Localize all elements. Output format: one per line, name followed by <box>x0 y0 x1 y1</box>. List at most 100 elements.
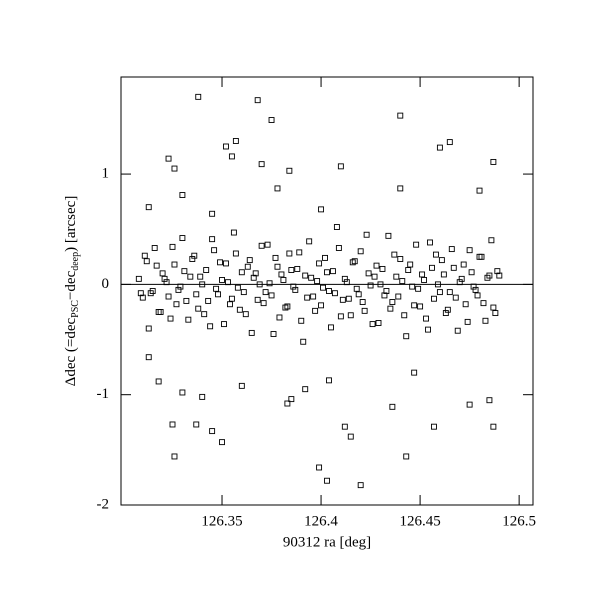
point <box>302 272 309 279</box>
point <box>361 307 368 314</box>
point <box>254 97 261 104</box>
point <box>329 268 336 275</box>
point <box>472 286 479 293</box>
point <box>389 299 396 305</box>
point <box>179 235 186 242</box>
point <box>195 305 202 312</box>
point <box>383 288 390 294</box>
point <box>163 279 170 286</box>
point <box>207 323 214 330</box>
point <box>268 117 275 123</box>
point <box>201 311 208 318</box>
point <box>165 155 172 162</box>
point <box>288 396 295 403</box>
point <box>357 248 364 255</box>
point <box>341 423 348 430</box>
point <box>349 259 356 266</box>
y-label-part: ) [arcsec] <box>63 196 79 252</box>
point <box>385 232 392 239</box>
point <box>450 264 457 271</box>
point <box>179 192 186 198</box>
point <box>403 453 410 460</box>
point <box>490 158 497 165</box>
point <box>165 293 172 300</box>
point <box>436 289 443 296</box>
point <box>155 309 162 315</box>
point <box>363 231 370 238</box>
point <box>427 239 433 246</box>
point <box>266 280 273 287</box>
point <box>294 265 301 272</box>
point <box>223 143 229 150</box>
point <box>155 378 162 385</box>
point <box>256 281 263 288</box>
point <box>486 272 493 279</box>
point <box>217 259 223 266</box>
point <box>306 238 313 245</box>
point <box>476 253 483 260</box>
point <box>318 302 325 309</box>
point <box>419 271 426 278</box>
point <box>137 290 144 297</box>
point <box>397 256 404 262</box>
y-tick-label: 0 <box>102 276 110 292</box>
point <box>496 272 503 279</box>
point <box>228 295 235 302</box>
point <box>391 251 398 258</box>
point <box>195 93 202 100</box>
point <box>276 314 283 321</box>
point <box>171 453 178 460</box>
point <box>242 311 249 318</box>
point <box>401 312 408 319</box>
point <box>145 325 152 332</box>
point <box>232 138 239 144</box>
y-label-sub: deep <box>70 252 81 271</box>
point <box>141 252 148 259</box>
point <box>215 291 222 298</box>
point <box>486 397 493 404</box>
point <box>373 262 380 269</box>
point <box>250 274 257 281</box>
point <box>135 275 142 282</box>
point <box>268 292 275 299</box>
point <box>431 295 437 302</box>
point <box>316 464 323 471</box>
point <box>417 303 424 310</box>
y-tick-label: -2 <box>97 496 110 512</box>
point <box>324 477 330 484</box>
point <box>397 112 404 119</box>
point <box>379 265 386 272</box>
point <box>234 284 241 291</box>
point <box>145 204 152 211</box>
point <box>333 224 340 230</box>
point <box>189 256 196 262</box>
point <box>464 318 471 325</box>
point <box>434 281 441 288</box>
point <box>209 210 216 217</box>
point <box>470 283 477 290</box>
point <box>357 482 364 489</box>
point <box>197 273 204 280</box>
point <box>387 305 394 312</box>
y-label-part: −dec <box>63 270 79 300</box>
point <box>331 290 338 297</box>
point <box>425 326 431 333</box>
point <box>466 247 473 254</box>
point <box>444 306 451 313</box>
point <box>432 251 439 258</box>
point <box>219 277 225 283</box>
point <box>151 245 158 251</box>
y-label-sub: PSC <box>70 300 81 318</box>
point <box>171 261 178 268</box>
point <box>411 302 418 309</box>
point <box>324 269 330 276</box>
point <box>458 275 465 282</box>
point <box>351 258 358 265</box>
point <box>183 297 190 304</box>
point <box>490 304 497 311</box>
point <box>438 257 445 264</box>
point <box>482 317 489 324</box>
point <box>203 267 210 273</box>
point <box>377 281 384 288</box>
point <box>337 163 344 170</box>
